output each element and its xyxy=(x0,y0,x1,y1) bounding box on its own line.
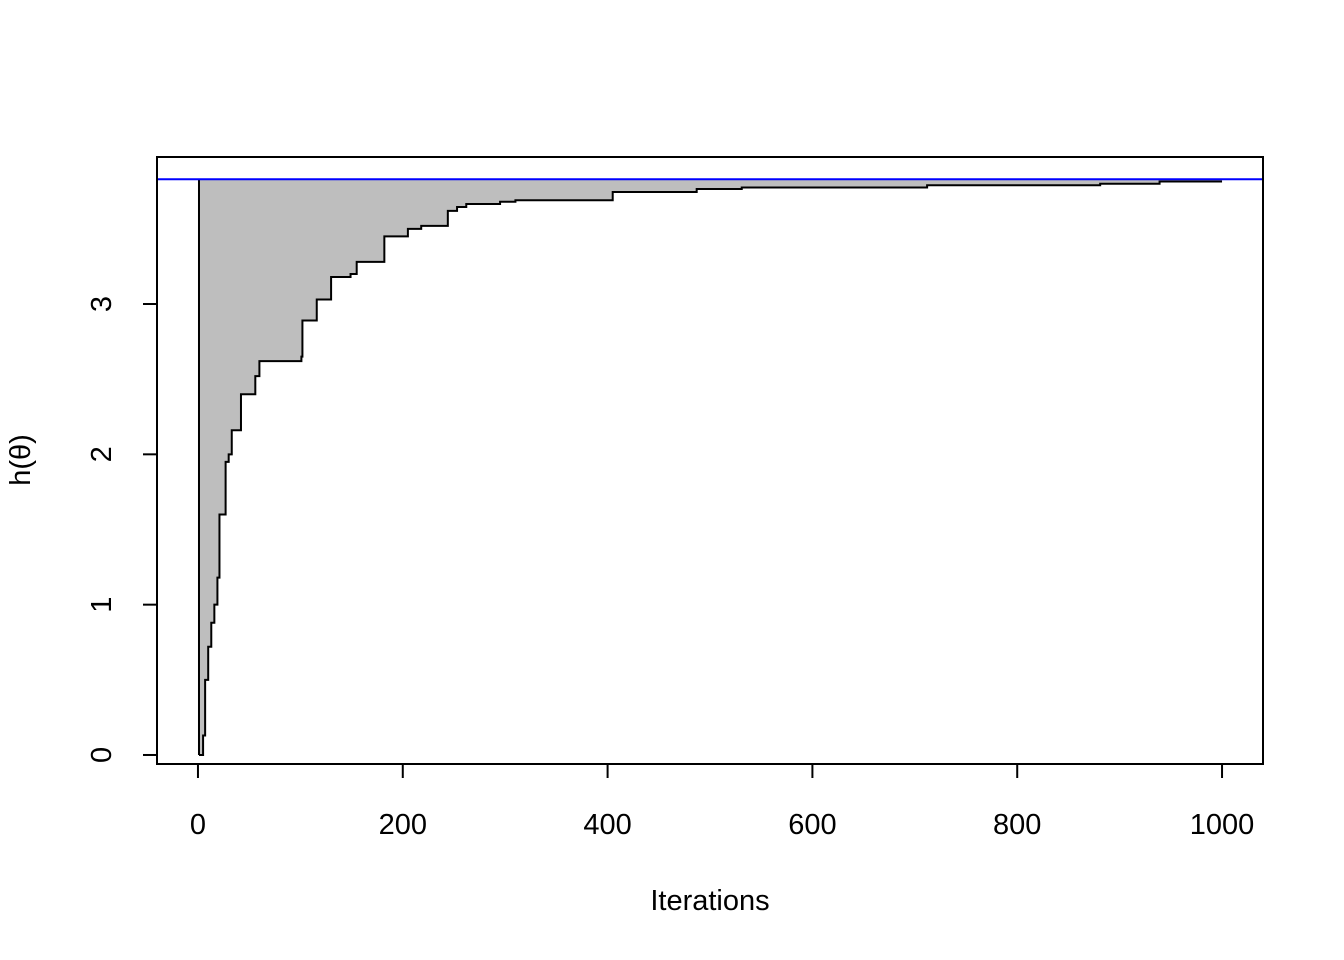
x-tick-label: 600 xyxy=(788,809,836,841)
step-line xyxy=(198,180,1223,756)
y-tick-label: 3 xyxy=(86,296,118,312)
x-tick-label: 0 xyxy=(190,809,206,841)
y-axis-label: h(θ) xyxy=(5,434,37,486)
shaded-area xyxy=(198,179,1223,755)
x-axis-label: Iterations xyxy=(650,885,769,917)
y-tick-label: 0 xyxy=(86,747,118,763)
y-tick-label: 1 xyxy=(86,597,118,613)
x-tick-label: 1000 xyxy=(1190,809,1255,841)
x-tick-label: 200 xyxy=(379,809,427,841)
x-tick-label: 400 xyxy=(583,809,631,841)
x-tick-label: 800 xyxy=(993,809,1041,841)
y-tick-label: 2 xyxy=(86,446,118,462)
